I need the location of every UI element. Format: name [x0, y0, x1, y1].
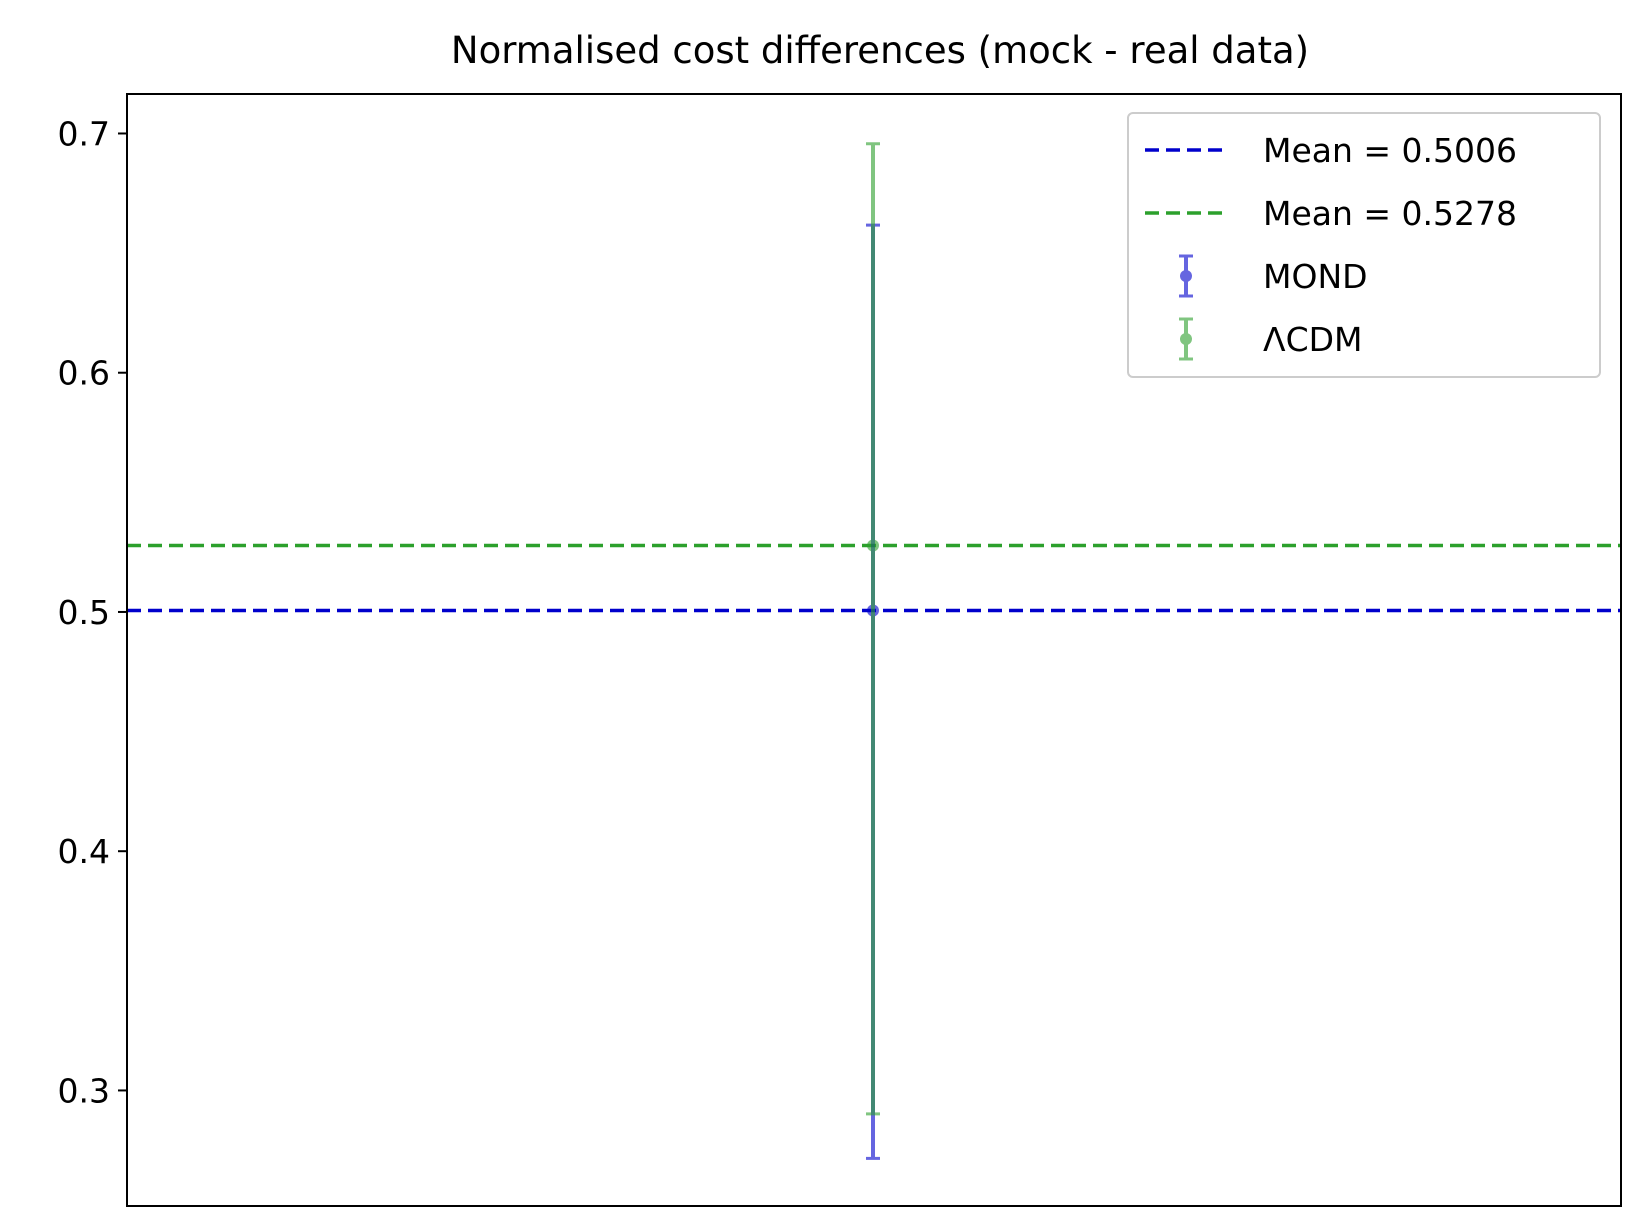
y-tick-label: 0.3 — [58, 1071, 110, 1110]
legend-label: Mean = 0.5006 — [1263, 131, 1517, 170]
chart-title: Normalised cost differences (mock - real… — [451, 29, 1309, 72]
error-bars — [866, 142, 880, 1160]
legend-label: Mean = 0.5278 — [1263, 194, 1517, 233]
y-tick-label: 0.4 — [58, 832, 110, 871]
legend-box — [1127, 112, 1601, 378]
y-axis-ticks: 0.3 0.4 0.5 0.6 0.7 — [58, 114, 127, 1110]
plot-frame — [126, 93, 1622, 1207]
legend-label: MOND — [1263, 257, 1368, 296]
y-tick-label: 0.7 — [58, 114, 110, 153]
error-bar-lcdm — [866, 142, 880, 1116]
legend-label: ΛCDM — [1263, 320, 1363, 359]
plot-area — [127, 142, 1621, 1160]
y-tick-label: 0.5 — [58, 593, 110, 632]
y-tick-label: 0.6 — [58, 354, 110, 393]
legend-marker — [1180, 333, 1192, 345]
legend: Mean = 0.5006 Mean = 0.5278 MOND ΛCDM — [1127, 112, 1601, 378]
data-point — [867, 539, 879, 552]
legend-marker — [1180, 270, 1192, 282]
legend-errorbar-icon — [1179, 317, 1193, 361]
legend-errorbar-icon — [1179, 254, 1193, 298]
